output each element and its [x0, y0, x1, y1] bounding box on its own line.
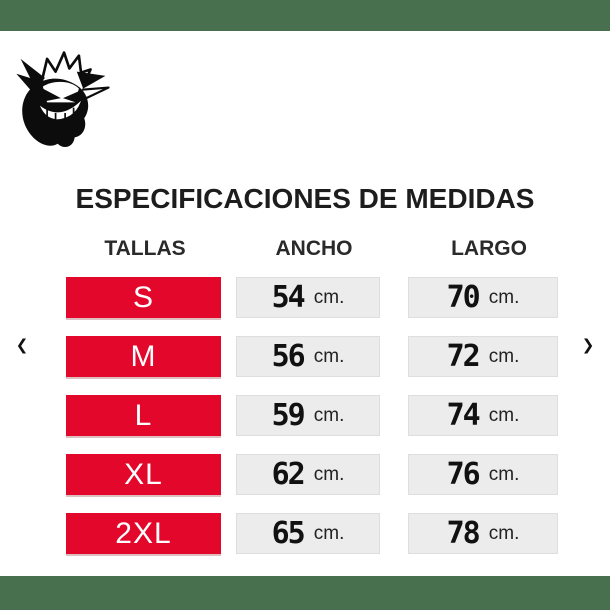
gengar-logo-icon	[16, 51, 110, 148]
width-cell: 54 cm.	[236, 277, 380, 318]
width-value: 54	[271, 280, 306, 315]
length-unit: cm.	[488, 286, 520, 308]
length-cell: 76 cm.	[408, 454, 558, 495]
column-header-tallas: TALLAS	[104, 237, 186, 260]
width-cell: 56 cm.	[236, 336, 380, 377]
length-value: 74	[446, 398, 481, 433]
length-cell: 70 cm.	[408, 277, 558, 318]
size-badge: S	[66, 277, 221, 318]
size-badge: XL	[66, 454, 221, 495]
next-arrow-icon[interactable]: ❯	[581, 336, 595, 354]
length-value: 70	[446, 280, 481, 315]
length-unit: cm.	[488, 404, 520, 426]
width-cell: 62 cm.	[236, 454, 380, 495]
length-value: 72	[446, 339, 481, 374]
width-unit: cm.	[313, 286, 345, 308]
table-row: L 59 cm. 74 cm.	[0, 395, 610, 436]
length-value: 76	[446, 457, 481, 492]
table-row: XL 62 cm. 76 cm.	[0, 454, 610, 495]
width-unit: cm.	[313, 404, 345, 426]
width-value: 56	[271, 339, 306, 374]
table-row: M 56 cm. 72 cm.	[0, 336, 610, 377]
length-cell: 74 cm.	[408, 395, 558, 436]
width-unit: cm.	[313, 463, 345, 485]
width-unit: cm.	[313, 522, 345, 544]
prev-arrow-icon[interactable]: ❮	[15, 336, 29, 354]
width-value: 65	[271, 516, 306, 551]
length-unit: cm.	[488, 345, 520, 367]
length-unit: cm.	[488, 463, 520, 485]
column-header-ancho: ANCHO	[275, 237, 353, 260]
table-row: 2XL 65 cm. 78 cm.	[0, 513, 610, 554]
size-table: S 54 cm. 70 cm. M 56 cm. 72 cm. L 59 cm.…	[0, 277, 610, 554]
width-cell: 65 cm.	[236, 513, 380, 554]
length-unit: cm.	[488, 522, 520, 544]
page-bottom-banner	[0, 576, 610, 610]
size-badge: 2XL	[66, 513, 221, 554]
width-value: 59	[271, 398, 306, 433]
page-top-banner	[0, 0, 610, 31]
length-value: 78	[446, 516, 481, 551]
length-cell: 72 cm.	[408, 336, 558, 377]
size-badge: M	[66, 336, 221, 377]
size-badge: L	[66, 395, 221, 436]
page-title: ESPECIFICACIONES DE MEDIDAS	[75, 183, 535, 214]
length-cell: 78 cm.	[408, 513, 558, 554]
width-cell: 59 cm.	[236, 395, 380, 436]
table-row: S 54 cm. 70 cm.	[0, 277, 610, 318]
column-header-largo: LARGO	[451, 237, 527, 260]
width-unit: cm.	[313, 345, 345, 367]
width-value: 62	[271, 457, 306, 492]
